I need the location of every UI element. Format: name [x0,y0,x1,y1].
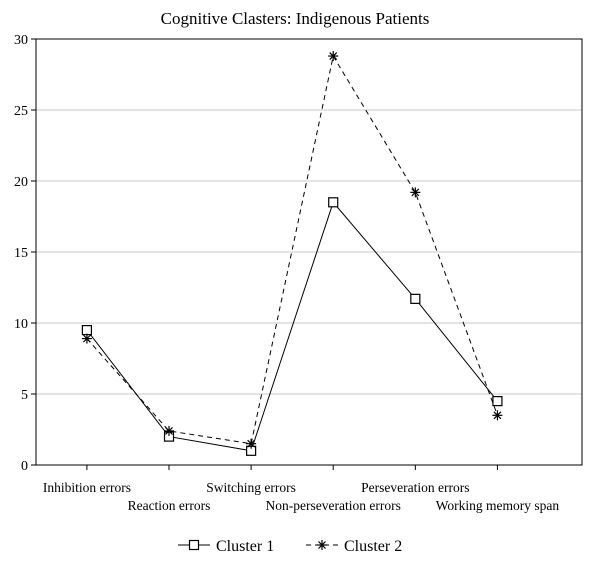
y-tick-label: 15 [14,246,28,261]
x-tick-label: Inhibition errors [43,480,131,495]
y-tick-label: 25 [14,104,28,119]
y-tick-label: 0 [21,459,28,474]
x-tick-label: Perseveration errors [361,480,469,495]
data-point-series-1 [81,325,93,336]
legend-label-2: Cluster 2 [344,538,402,555]
data-point-series-2 [246,438,257,449]
x-tick-label: Reaction errors [128,498,211,513]
data-point-series-1 [328,197,339,208]
legend-marker-2 [317,540,327,550]
x-tick-label: Working memory span [436,498,560,513]
y-tick-label: 5 [21,388,28,403]
grid-lines [36,109,582,395]
data-point-series-1 [492,396,503,407]
data-point-series-1 [410,293,421,304]
x-tick-label: Non-perseveration errors [266,498,401,513]
legend-label-1: Cluster 1 [216,538,274,555]
y-tick-label: 10 [14,317,28,332]
data-point-series-2 [492,410,503,421]
chart-title: Cognitive Clasters: Indigenous Patients [161,9,430,28]
y-tick-label: 30 [14,33,28,48]
y-axis: 0 5 10 15 20 25 30 [14,33,36,474]
data-point-series-2 [328,51,339,62]
series-layer [81,51,503,456]
x-tick-label: Switching errors [206,480,296,495]
y-tick-label: 20 [14,175,28,190]
series-line-2 [86,54,498,445]
x-axis: Inhibition errors Reaction errors Switchin… [43,465,560,513]
data-point-series-2 [81,333,92,344]
data-point-series-2 [410,187,421,198]
series-line-1 [86,201,498,452]
data-point-series-2 [164,425,175,436]
legend-marker-1 [188,539,200,551]
legend: Cluster 1 Cluster 2 [178,538,402,555]
